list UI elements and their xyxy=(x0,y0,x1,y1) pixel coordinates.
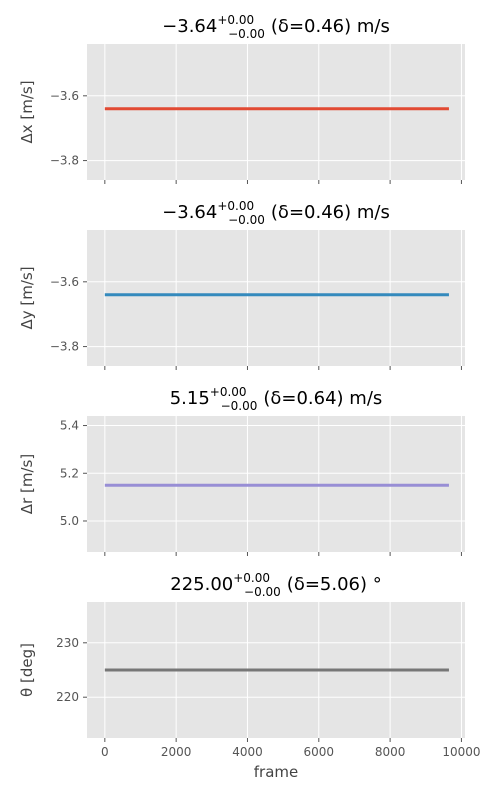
x-tick-label: 4000 xyxy=(232,745,263,759)
subplot-3: 5.4 5.2 5.0 5.15+0.00 −0.00 (δ=0.64) m/s Δr [m… xyxy=(18,385,465,556)
y-tick-label: −3.8 xyxy=(50,154,79,168)
y-tick-label: −3.6 xyxy=(50,89,79,103)
x-tick-label: 8000 xyxy=(375,745,406,759)
y-axis-label: Δr [m/s] xyxy=(18,454,36,514)
chart-title: 225.00+0.00 −0.00 (δ=5.06) ° xyxy=(170,571,382,599)
y-tick-label: −3.6 xyxy=(50,275,79,289)
axes-background xyxy=(87,44,465,180)
x-tick-label: 0 xyxy=(101,745,109,759)
x-tick-label: 2000 xyxy=(161,745,192,759)
chart-title: 5.15+0.00 −0.00 (δ=0.64) m/s xyxy=(170,385,383,413)
y-axis-label: Δy [m/s] xyxy=(18,266,36,329)
subplot-2: −3.6 −3.8 −3.64+0.00 −0.00 (δ=0.46) m/s Δy [m… xyxy=(18,199,465,370)
x-axis-label: frame xyxy=(254,763,298,781)
y-tick-label: 5.0 xyxy=(60,514,79,528)
y-axis-label: θ [deg] xyxy=(18,643,36,697)
y-tick-label: 5.2 xyxy=(60,466,79,480)
axes-background xyxy=(87,230,465,366)
chart-title: −3.64+0.00 −0.00 (δ=0.46) m/s xyxy=(162,13,390,41)
subplot-4: 0 2000 4000 6000 8000 10000 230 220 225.00+0.00−… xyxy=(18,571,481,781)
subplot-1: −3.6 −3.8 −3.64+0.00 −0.00 (δ=0.46) m/s Δx [m… xyxy=(18,13,465,184)
y-tick-label: 5.4 xyxy=(60,419,79,433)
y-tick-label: −3.8 xyxy=(50,340,79,354)
y-axis-label: Δx [m/s] xyxy=(18,80,36,143)
y-tick-label: 230 xyxy=(56,636,79,650)
y-tick-label: 220 xyxy=(56,690,79,704)
x-tick-label: 6000 xyxy=(304,745,335,759)
x-tick-label: 10000 xyxy=(442,745,480,759)
chart-title: −3.64+0.00 −0.00 (δ=0.46) m/s xyxy=(162,199,390,227)
